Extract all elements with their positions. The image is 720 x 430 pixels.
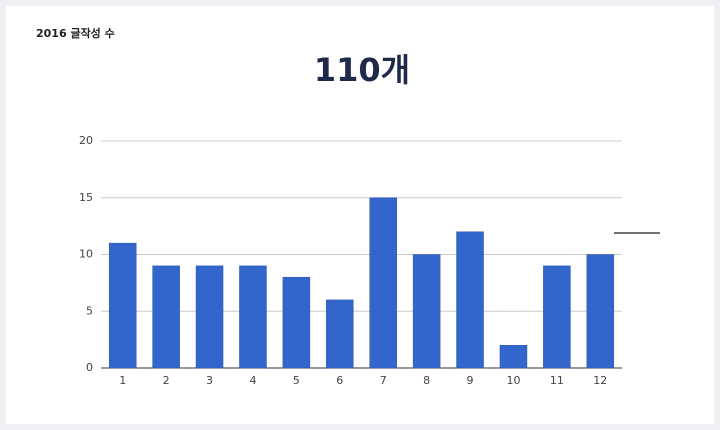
y-tick-label: 5	[86, 304, 93, 317]
x-tick-label: 9	[467, 374, 474, 387]
x-tick-label: 11	[550, 374, 564, 387]
x-tick-label: 4	[249, 374, 256, 387]
summary-value: 110개	[314, 51, 410, 89]
x-tick-label: 2	[163, 374, 170, 387]
x-tick-label: 12	[593, 374, 607, 387]
bar	[412, 254, 441, 369]
x-tick-label: 8	[423, 374, 430, 387]
bar	[239, 265, 267, 369]
x-tick-label: 5	[293, 374, 300, 387]
y-tick-label: 20	[79, 134, 93, 147]
chart-title: 2016 글작성 수	[36, 26, 115, 40]
x-tick-label: 6	[336, 374, 343, 387]
x-tick-label: 3	[206, 374, 213, 387]
y-tick-label: 15	[79, 191, 93, 204]
bar	[586, 254, 615, 369]
y-tick-label: 0	[86, 361, 93, 374]
bar	[326, 299, 354, 369]
x-tick-label: 10	[506, 374, 520, 387]
bar	[456, 231, 484, 369]
bar	[282, 276, 311, 369]
x-tick-label: 7	[380, 374, 387, 387]
bar	[543, 265, 571, 369]
y-tick-label: 10	[79, 248, 93, 261]
bar	[195, 265, 224, 369]
bar	[499, 345, 528, 369]
bar	[369, 197, 397, 369]
bar	[108, 242, 137, 369]
bar	[152, 265, 180, 369]
x-tick-label: 1	[119, 374, 126, 387]
